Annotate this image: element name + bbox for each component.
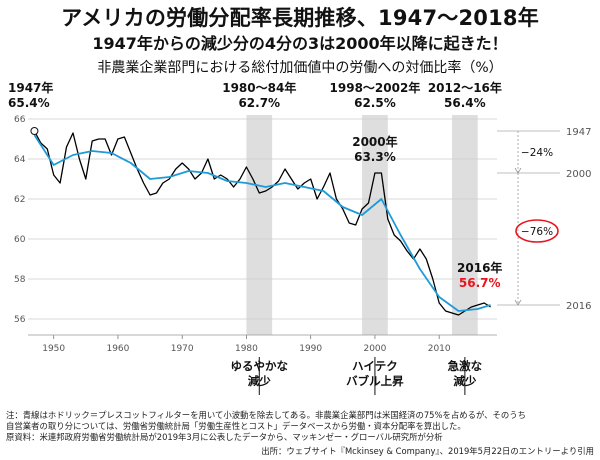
y-tick-label-62: 62	[14, 195, 25, 205]
right-change-label-0: −24%	[521, 147, 553, 159]
right-arrow-1	[514, 167, 522, 174]
footer-source: 原資料：米連邦政府労働省労働統計局が2019年3月に公表したデータから、マッキン…	[6, 432, 443, 442]
x-tick-label-1960: 1960	[106, 344, 129, 354]
annotation-year-2: 1998〜2002年	[330, 80, 421, 95]
series-line-1	[33, 134, 491, 312]
y-tick-label-60: 60	[14, 235, 26, 245]
page-subtitle: 1947年からの減少分の4分の3は2000年以降に起きた！	[92, 34, 508, 53]
shaded-period-2	[452, 115, 478, 335]
shaded-period-1	[362, 115, 388, 335]
period-label-0-1: 減少	[248, 374, 271, 388]
annotation-year-1: 1980〜84年	[222, 80, 296, 95]
footer-note-1: 注：青線はホドリック＝プレスコットフィルターを用いて小波動を除去してある。非農業…	[6, 410, 527, 420]
shaded-period-0	[246, 115, 273, 335]
footer-note-2: 自営業者の取り分については、労働省労働統計局「労働生産性とコスト」データベースか…	[6, 421, 466, 431]
period-label-1-1: バブル上昇	[346, 374, 404, 388]
right-marker-label-2016: 2016	[566, 301, 591, 312]
right-change-label-1: −76%	[521, 226, 553, 238]
y-tick-label-58: 58	[14, 275, 26, 285]
period-label-0-0: ゆるやかな	[231, 359, 289, 373]
right-arrow-2	[514, 299, 522, 306]
annotation-value-4: 56.4%	[444, 96, 486, 110]
y-tick-label-56: 56	[14, 315, 26, 325]
annotation-value-0: 65.4%	[8, 96, 50, 110]
x-tick-label-1950: 1950	[42, 344, 65, 354]
right-change-circle-1	[515, 219, 559, 243]
period-label-2-1: 減少	[453, 374, 476, 388]
right-marker-label-2000: 2000	[566, 169, 591, 180]
annotation-value-5: 56.7%	[459, 276, 501, 290]
x-tick-label-2010: 2010	[428, 344, 451, 354]
period-label-2-0: 急激な	[448, 359, 483, 373]
period-label-1-0: ハイテク	[352, 359, 398, 373]
annotation-value-1: 62.7%	[238, 96, 280, 110]
annotation-marker-0	[30, 127, 39, 135]
right-marker-label-1947: 1947	[566, 127, 591, 138]
footer-credit: 出所：ウェブサイト『Mckinsey & Company』、2019年5月22日…	[261, 446, 594, 456]
x-tick-label-1980: 1980	[235, 344, 258, 354]
annotation-year-3: 2000年	[352, 134, 397, 149]
page-title: アメリカの労働分配率長期推移、1947〜2018年	[61, 6, 539, 30]
annotation-year-4: 2012〜16年	[428, 80, 502, 95]
annotation-value-2: 62.5%	[354, 96, 396, 110]
x-tick-label-2000: 2000	[363, 344, 386, 354]
x-tick-label-1970: 1970	[171, 344, 194, 354]
labor-share-chart: 56 58 60 62 64 66 1950 1960 1970 1980 1990 2000 2010…	[8, 80, 591, 395]
y-tick-label-64: 64	[14, 155, 26, 165]
x-tick-label-1990: 1990	[299, 344, 322, 354]
annotation-year-0: 1947年	[8, 80, 53, 95]
annotation-year-5: 2016年	[457, 260, 502, 275]
y-tick-label-66: 66	[14, 115, 26, 125]
chart-title: 非農業企業部門における総付加価値中の労働への対価比率（%）	[97, 60, 503, 76]
annotation-value-3: 63.3%	[354, 150, 396, 164]
